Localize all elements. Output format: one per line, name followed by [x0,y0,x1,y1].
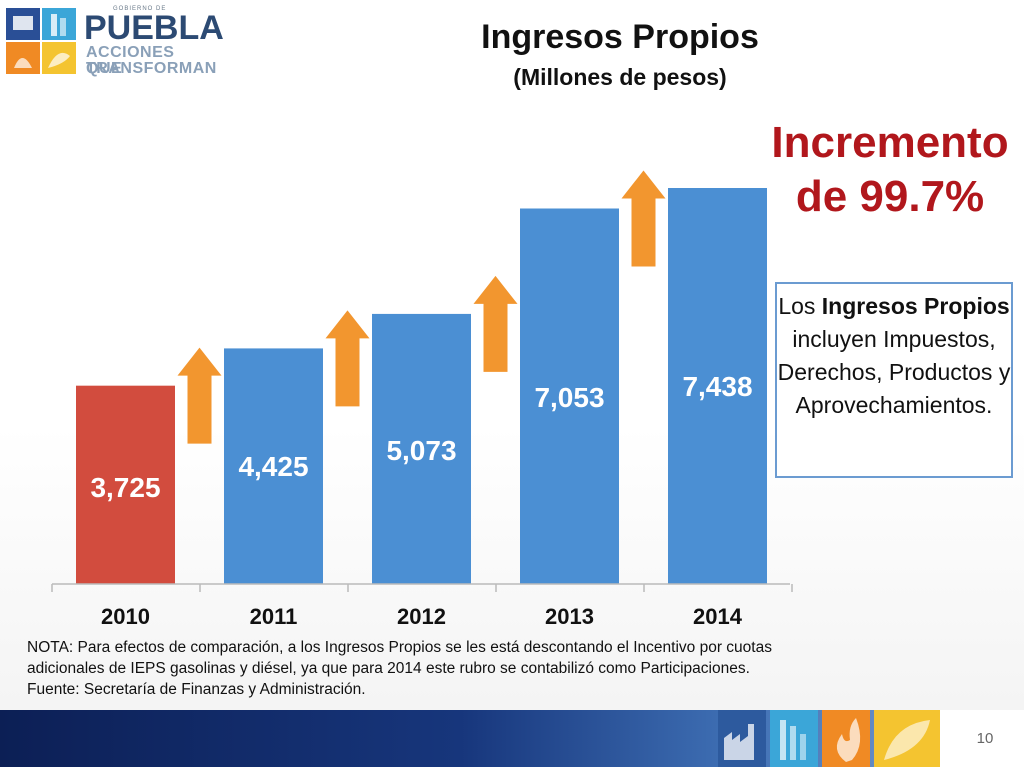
category-label-2011: 2011 [250,604,298,629]
leaf-icon [874,710,940,767]
increment-callout: Incremento de 99.7% [740,116,1024,224]
page-number: 10 [976,730,994,747]
value-label-2010: 3,725 [90,472,160,503]
footer-page-panel [940,710,1024,767]
logo-tagline-2: TRANSFORMAN [86,60,217,77]
tower-icon [770,710,818,767]
value-label-2012: 5,073 [386,435,456,466]
value-label-2013: 7,053 [534,382,604,413]
category-label-2012: 2012 [397,604,446,629]
chart-subtitle: (Millones de pesos) [513,64,727,90]
value-label-2014: 7,438 [682,371,752,402]
footer-bar [0,710,1024,767]
footnote: NOTA: Para efectos de comparación, a los… [27,637,887,700]
info-text-2: incluyen Impuestos, Derechos, Productos … [777,326,1011,418]
footnote-line-2: adicionales de IEPS gasolinas y diésel, … [27,660,750,677]
logo-main-text: PUEBLA [84,9,224,47]
growth-arrow-icon [473,275,518,372]
category-label-2010: 2010 [101,604,150,629]
growth-arrow-icon [177,347,222,444]
info-box: Los Ingresos Propios incluyen Impuestos,… [775,282,1013,478]
info-text-1: Los [778,293,822,319]
growth-arrow-icon [325,310,370,407]
logo-tagline-1: ACCIONES QUE [86,44,175,77]
category-label-2014: 2014 [693,604,743,629]
puebla-logo-mark-icon [6,8,76,74]
bar-2011 [224,348,323,584]
growth-arrow-icon [621,170,666,267]
bar-2010 [76,385,175,584]
footnote-source: Fuente: Secretaría de Finanzas y Adminis… [27,681,366,698]
increment-line-1: Incremento [771,118,1009,167]
factory-icon [718,710,766,767]
bar-2014 [668,188,767,584]
fire-icon [822,710,870,767]
logo-small-text: GOBIERNO DE [113,6,167,12]
increment-line-2: de 99.7% [795,172,985,221]
category-label-2013: 2013 [545,604,594,629]
bar-2012 [372,313,471,584]
bar-2013 [520,208,619,585]
chart-title: Ingresos Propios [481,18,759,56]
info-text-bold: Ingresos Propios [821,293,1010,319]
value-label-2011: 4,425 [238,451,308,482]
bar-chart: 3,725 2010 4,425 2011 5,073 2012 7,053 2013 7,43… [51,170,793,629]
puebla-logo: GOBIERNO DE PUEBLA ACCIONES QUE TRANSFOR… [4,6,224,77]
footnote-line-1: NOTA: Para efectos de comparación, a los… [27,639,772,656]
